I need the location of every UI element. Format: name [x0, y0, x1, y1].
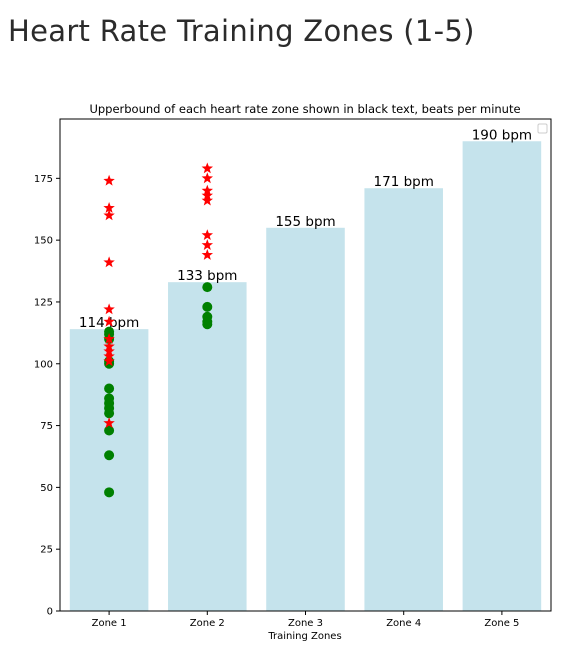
bar-label-zone-4: 171 bpm	[374, 174, 434, 190]
y-tick-label: 150	[34, 236, 53, 247]
scatter-point-circle	[104, 326, 115, 337]
scatter-point-star	[103, 202, 115, 213]
bar-zone-3	[266, 227, 345, 611]
bar-zone-2	[168, 282, 247, 611]
scatter-point-star	[103, 209, 115, 221]
scatter-point-star	[103, 303, 115, 315]
scatter-point-circle	[104, 450, 115, 461]
scatter-point-star	[201, 194, 214, 206]
scatter-point-star	[201, 172, 214, 184]
scatter-point-star	[103, 174, 115, 186]
scatter-point-star	[103, 355, 115, 367]
x-tick-label: Zone 2	[190, 618, 225, 629]
bar-label-zone-2: 133 bpm	[177, 268, 237, 284]
scatter-point-circle	[202, 282, 213, 293]
scatter-point-star	[103, 315, 115, 327]
scatter-point-circle	[104, 425, 115, 436]
y-tick-label: 75	[40, 421, 53, 432]
scatter-point-circle	[104, 383, 115, 394]
scatter-point-star	[103, 340, 115, 352]
y-tick-label: 50	[40, 483, 53, 494]
scatter-point-circle	[104, 487, 115, 498]
legend-box	[537, 123, 548, 134]
y-tick-label: 0	[47, 607, 53, 618]
bar-label-zone-5: 190 bpm	[472, 127, 532, 143]
scatter-point-star	[103, 333, 115, 344]
bar-label-zone-3: 155 bpm	[275, 214, 335, 230]
x-tick-label: Zone 1	[92, 618, 127, 629]
scatter-point-star	[103, 417, 115, 428]
scatter-point-star	[201, 239, 214, 250]
bar-zone-1	[69, 329, 149, 611]
bars-layer	[69, 141, 542, 611]
chart-title: Upperbound of each heart rate zone shown…	[89, 102, 520, 116]
x-tick-label: Zone 5	[484, 618, 519, 629]
page-title: Heart Rate Training Zones (1-5)	[8, 14, 475, 48]
y-axis: 0 25 50 75 100 125 150 175	[34, 174, 60, 618]
x-tick-label: Zone 3	[288, 618, 323, 629]
bar-zone-4	[364, 188, 443, 611]
scatter-point-star	[103, 345, 115, 357]
scatter-point-star	[201, 162, 214, 174]
scatter-point-star	[201, 189, 214, 201]
scatter-point-star	[103, 350, 115, 362]
y-tick-label: 100	[34, 359, 53, 370]
scatter-point-star	[103, 256, 115, 268]
scatter-point-circle	[202, 301, 213, 312]
x-tick-label: Zone 4	[386, 618, 421, 629]
scatter-point-circle	[202, 311, 213, 322]
scatter-point-circle	[104, 393, 115, 404]
x-axis-label: Training Zones	[267, 631, 341, 642]
points-layer	[103, 162, 214, 498]
x-axis: Zone 1 Zone 2 Zone 3 Zone 4 Zone 5	[92, 611, 519, 629]
y-tick-label: 25	[40, 545, 53, 556]
scatter-point-star	[201, 229, 214, 241]
y-tick-label: 125	[34, 297, 53, 308]
y-tick-label: 175	[34, 174, 53, 185]
scatter-point-star	[201, 184, 214, 196]
bar-zone-5	[462, 141, 542, 611]
scatter-point-star	[201, 248, 214, 260]
